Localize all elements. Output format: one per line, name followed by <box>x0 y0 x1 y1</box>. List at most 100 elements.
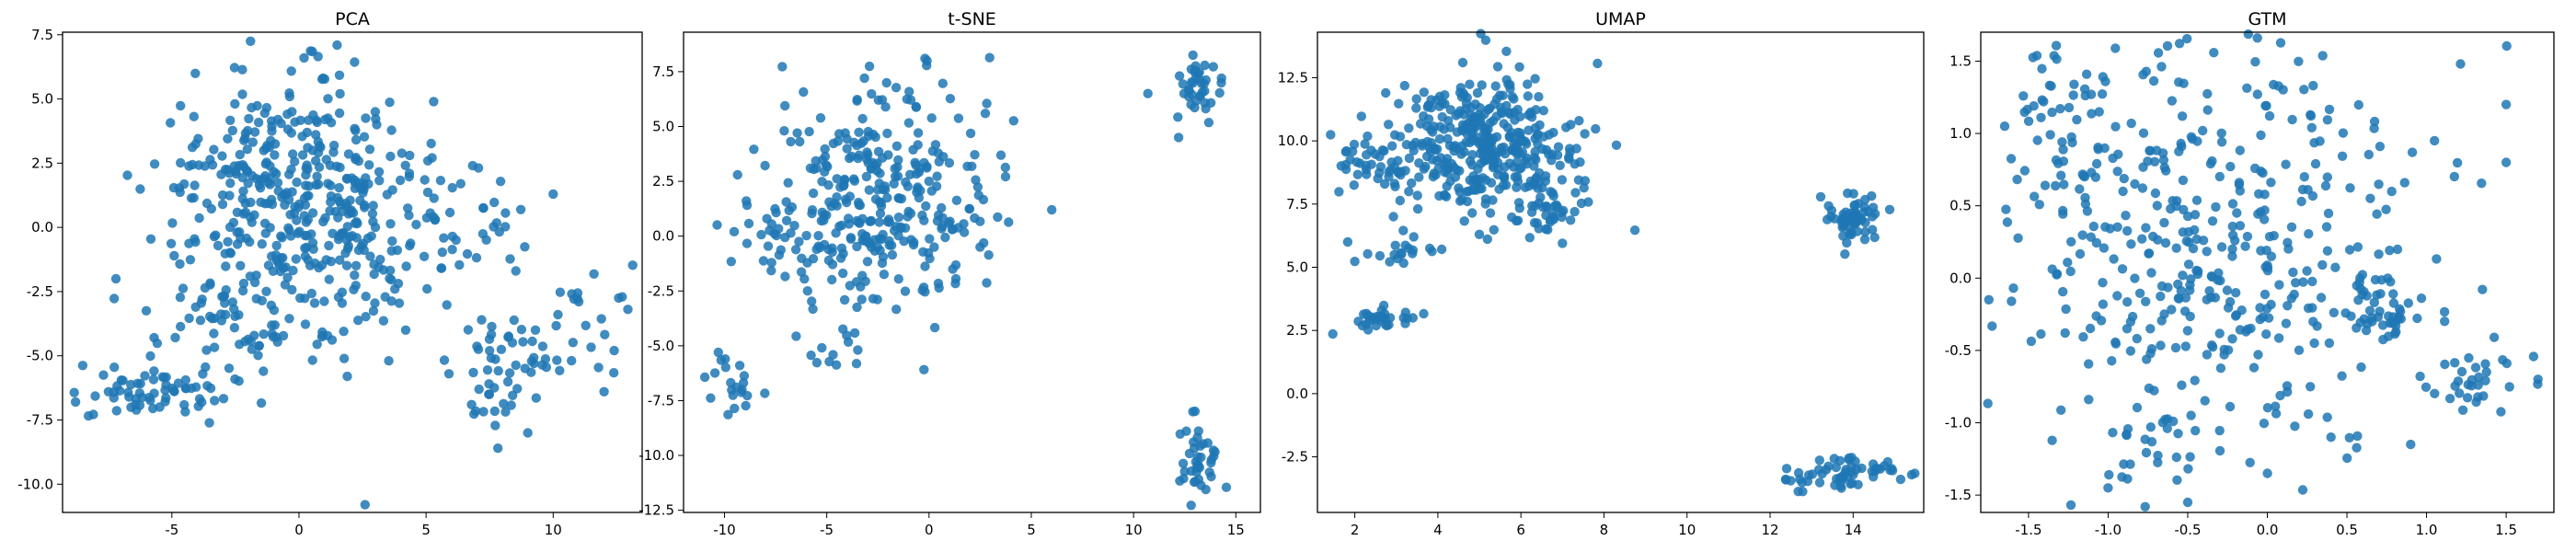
scatter-point <box>2294 345 2305 355</box>
scatter-point <box>2012 174 2022 185</box>
scatter-point <box>270 250 282 260</box>
scatter-point <box>770 203 780 214</box>
scatter-point <box>2140 501 2150 512</box>
scatter-point <box>589 269 599 279</box>
scatter-point <box>792 128 802 138</box>
scatter-point <box>2052 269 2063 279</box>
scatter-point <box>287 187 297 197</box>
scatter-point <box>919 215 929 225</box>
scatter-point <box>269 167 279 177</box>
scatter-point <box>339 353 350 363</box>
scatter-point <box>1359 309 1369 319</box>
scatter-point <box>247 217 257 227</box>
scatter-point <box>2294 56 2304 66</box>
scatter-point <box>122 170 132 180</box>
scatter-point <box>569 293 580 305</box>
scatter-point <box>271 240 282 251</box>
scatter-point <box>316 331 328 342</box>
scatter-point <box>2214 171 2225 182</box>
scatter-point <box>2286 222 2297 232</box>
scatter-point <box>342 174 352 184</box>
scatter-point <box>2200 396 2210 406</box>
scatter-point <box>1781 464 1792 474</box>
scatter-point <box>716 355 726 365</box>
scatter-point <box>2326 432 2336 443</box>
scatter-point <box>2346 311 2356 321</box>
scatter-point <box>2118 186 2128 197</box>
scatter-point <box>2263 313 2274 323</box>
scatter-point <box>779 126 789 136</box>
scatter-point <box>141 305 152 316</box>
scatter-point <box>1583 197 1593 207</box>
scatter-point <box>993 212 1003 223</box>
scatter-point <box>385 98 395 108</box>
scatter-point <box>819 215 829 225</box>
scatter-point <box>137 392 147 403</box>
scatter-point <box>1390 181 1400 191</box>
scatter-point <box>368 305 379 316</box>
scatter-point <box>821 160 832 170</box>
scatter-point <box>2160 237 2171 248</box>
scatter-point <box>923 247 934 259</box>
scatter-point <box>2373 312 2384 322</box>
scatter-point <box>842 197 852 208</box>
scatter-point <box>267 126 277 136</box>
scatter-point <box>2235 221 2246 231</box>
scatter-point <box>361 113 371 123</box>
scatter-point <box>2080 192 2090 203</box>
scatter-point <box>893 193 903 203</box>
scatter-point <box>249 277 260 288</box>
scatter-point <box>2122 324 2133 334</box>
scatter-point <box>2149 156 2160 167</box>
scatter-point <box>2098 278 2108 288</box>
scatter-point <box>2174 146 2184 156</box>
scatter-point <box>2450 381 2460 391</box>
scatter-point <box>2392 244 2403 255</box>
scatter-point <box>2215 363 2226 374</box>
scatter-point <box>288 265 298 276</box>
scatter-point <box>790 245 801 255</box>
scatter-point <box>2117 472 2127 482</box>
scatter-point <box>1173 112 1183 122</box>
scatter-point <box>361 292 371 302</box>
scatter-point <box>2369 123 2379 133</box>
scatter-point <box>111 406 121 416</box>
x-tick-label: -5 <box>820 522 834 538</box>
scatter-point <box>334 108 345 119</box>
scatter-point <box>1860 226 1870 237</box>
scatter-point <box>175 259 185 270</box>
scatter-point <box>2322 172 2332 182</box>
scatter-point <box>776 245 786 255</box>
scatter-point <box>852 241 862 252</box>
scatter-point <box>1523 91 1534 101</box>
scatter-point <box>311 130 321 140</box>
scatter-point <box>2065 266 2076 277</box>
scatter-point <box>938 152 949 162</box>
scatter-point <box>1334 187 1344 197</box>
scatter-point <box>1188 50 1198 61</box>
scatter-point <box>1895 474 1906 485</box>
scatter-point <box>2320 180 2331 191</box>
scatter-point <box>2245 457 2255 467</box>
scatter-point <box>422 187 433 198</box>
scatter-point <box>1542 201 1552 213</box>
scatter-point <box>2357 270 2368 280</box>
scatter-point <box>2274 280 2284 290</box>
scatter-point <box>386 125 397 135</box>
scatter-point <box>397 148 407 158</box>
x-tick-label: 2 <box>1351 522 1360 538</box>
scatter-point <box>149 388 159 398</box>
scatter-point <box>879 270 890 280</box>
scatter-point <box>932 171 942 181</box>
scatter-point <box>184 313 194 324</box>
scatter-point <box>2481 367 2491 377</box>
scatter-point <box>2144 383 2155 394</box>
scatter-point <box>145 234 156 244</box>
scatter-point <box>361 312 371 322</box>
scatter-point <box>845 281 855 291</box>
scatter-point <box>1455 187 1465 197</box>
scatter-point <box>734 361 745 371</box>
scatter-point <box>511 266 521 276</box>
scatter-point <box>2207 216 2218 226</box>
